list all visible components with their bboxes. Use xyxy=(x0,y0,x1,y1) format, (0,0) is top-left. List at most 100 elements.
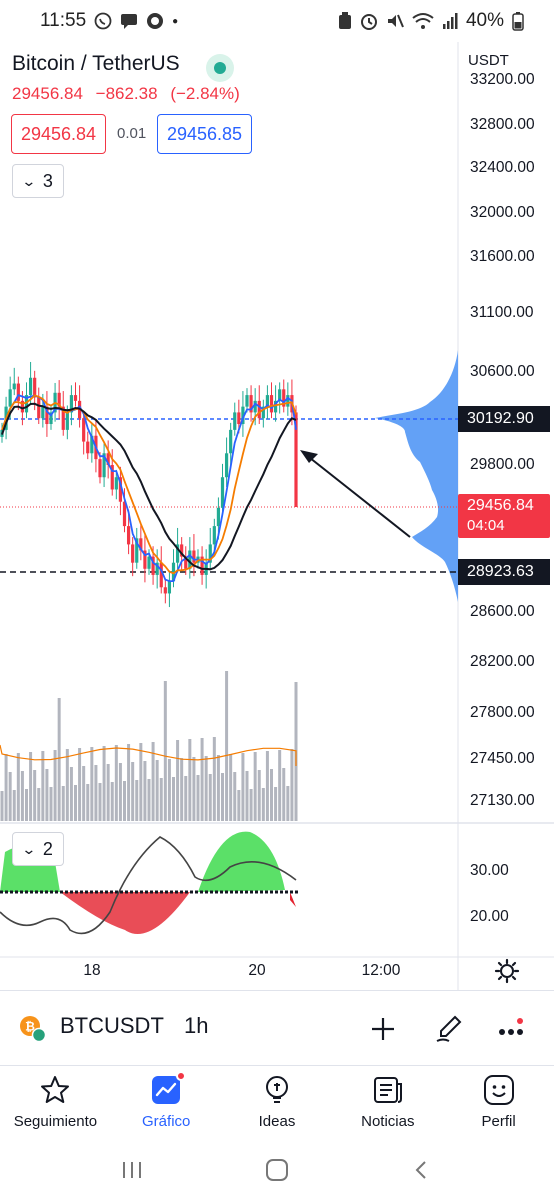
buy-button[interactable]: 29456.85 xyxy=(157,114,252,154)
chart-area[interactable]: Bitcoin / TetherUS 29456.84 −862.38 (−2.… xyxy=(0,42,554,990)
sell-button[interactable]: 29456.84 xyxy=(11,114,106,154)
candle-body xyxy=(61,406,65,430)
oscillator-collapse-button[interactable]: ⌄ 2 xyxy=(12,832,64,866)
more-menu-button[interactable] xyxy=(492,1009,532,1049)
volume-bar xyxy=(180,758,184,821)
nav-label: Perfil xyxy=(481,1113,516,1130)
candle-body xyxy=(220,477,225,508)
volume-bar xyxy=(188,739,192,821)
time-label: 20 xyxy=(248,962,266,979)
volume-bar xyxy=(12,790,16,821)
price-label: 32400.00 xyxy=(470,159,535,176)
candle-body xyxy=(114,477,118,490)
star-icon xyxy=(41,1076,70,1103)
candle-body xyxy=(20,400,25,413)
volume-bar xyxy=(25,789,28,821)
status-left: 11:55 ● xyxy=(40,10,178,32)
candle-body xyxy=(241,406,245,425)
volume-bar xyxy=(69,767,73,821)
volume-bar xyxy=(123,781,126,821)
mute-icon xyxy=(387,14,404,28)
volume-bar xyxy=(114,745,118,821)
recent-apps-icon xyxy=(123,1162,142,1178)
current-price-tag[interactable]: 29456.84 04:04 xyxy=(458,494,550,538)
nav-ideas[interactable]: Ideas xyxy=(222,1066,333,1140)
oscillator-negative-area xyxy=(60,892,190,935)
no-entry-icon xyxy=(147,13,164,29)
horizontal-line-price-tag[interactable]: 30192.90 xyxy=(458,406,550,432)
volume-bar xyxy=(155,760,159,821)
candle-body xyxy=(82,418,86,442)
drawing-tools-button[interactable] xyxy=(428,1009,468,1049)
candle-body xyxy=(245,395,249,407)
candle-body xyxy=(273,400,278,413)
chart-settings-icon[interactable] xyxy=(494,958,520,984)
arrow-head xyxy=(300,450,318,463)
candle-body xyxy=(171,562,176,582)
volume-bar xyxy=(86,784,90,821)
candle-body xyxy=(135,538,139,563)
bitcoin-tether-icon: ₿ xyxy=(20,1016,46,1042)
back-button[interactable] xyxy=(402,1150,442,1190)
time-label: 12:00 xyxy=(361,962,401,979)
volume-bar xyxy=(176,740,180,821)
interval-button[interactable]: 1h xyxy=(184,1013,209,1038)
chevron-down-icon: ⌄ xyxy=(21,172,37,189)
indicators-count: 3 xyxy=(42,170,53,191)
candle-body xyxy=(98,459,102,478)
price-change: 29456.84 −862.38 (−2.84%) xyxy=(12,84,240,104)
volume-bar xyxy=(286,786,290,821)
time-label: 18 xyxy=(83,962,101,979)
symbol-title[interactable]: Bitcoin / TetherUS xyxy=(12,52,180,75)
status-time: 11:55 xyxy=(40,10,87,31)
price-label: 28200.00 xyxy=(470,653,535,670)
bottom-nav: Seguimiento Gráfico Ideas Noticias Perfi… xyxy=(0,1066,554,1140)
volume-bar xyxy=(274,787,278,821)
volume-profile xyxy=(375,350,458,602)
volume-bar xyxy=(147,779,151,821)
price-label: 27800.00 xyxy=(470,704,535,721)
price-label: 27130.00 xyxy=(470,792,535,809)
volume-bar xyxy=(8,772,12,821)
support-line-price-tag[interactable]: 28923.63 xyxy=(458,559,550,585)
nav-grafico[interactable]: Gráfico xyxy=(111,1066,222,1140)
volume-bar xyxy=(78,748,82,821)
nav-label: Seguimiento xyxy=(13,1113,98,1130)
candle-body xyxy=(86,441,90,454)
add-button[interactable] xyxy=(363,1009,403,1049)
oscillator-line xyxy=(0,836,297,935)
volume-bar xyxy=(90,747,94,821)
price-label: 28600.00 xyxy=(470,603,535,620)
volume-bar xyxy=(172,777,175,821)
system-nav-bar xyxy=(0,1140,554,1200)
recent-apps-button[interactable] xyxy=(112,1150,152,1190)
nav-seguimiento[interactable]: Seguimiento xyxy=(0,1066,111,1140)
volume-bar xyxy=(208,774,212,821)
oscillator-label: 20.00 xyxy=(470,908,509,925)
indicators-collapse-button[interactable]: ⌄ 3 xyxy=(12,164,64,198)
candle-body xyxy=(131,544,135,563)
candle-body xyxy=(257,400,261,419)
home-button[interactable] xyxy=(257,1150,297,1190)
volume-bar xyxy=(233,772,237,821)
candle-body xyxy=(12,383,16,390)
market-open-indicator xyxy=(206,54,234,82)
price-label: 30600.00 xyxy=(470,363,535,380)
volume-bar xyxy=(98,783,102,821)
currency-label[interactable]: USDT xyxy=(468,52,509,69)
symbol-button[interactable]: BTCUSDT xyxy=(60,1013,164,1038)
candle-body xyxy=(45,406,49,425)
candle-body xyxy=(200,556,204,575)
volume-bar xyxy=(29,752,33,821)
nav-noticias[interactable]: Noticias xyxy=(332,1066,443,1140)
volume-bar xyxy=(216,755,220,821)
candle-body xyxy=(57,392,61,407)
candle-body xyxy=(253,400,257,413)
volume-bar xyxy=(94,765,98,821)
volume-bar xyxy=(270,769,273,821)
volume-bar xyxy=(163,681,167,821)
notification-dot: ● xyxy=(172,15,179,27)
candle-body xyxy=(151,556,155,575)
nav-perfil[interactable]: Perfil xyxy=(443,1066,554,1140)
candle-body xyxy=(216,507,221,527)
